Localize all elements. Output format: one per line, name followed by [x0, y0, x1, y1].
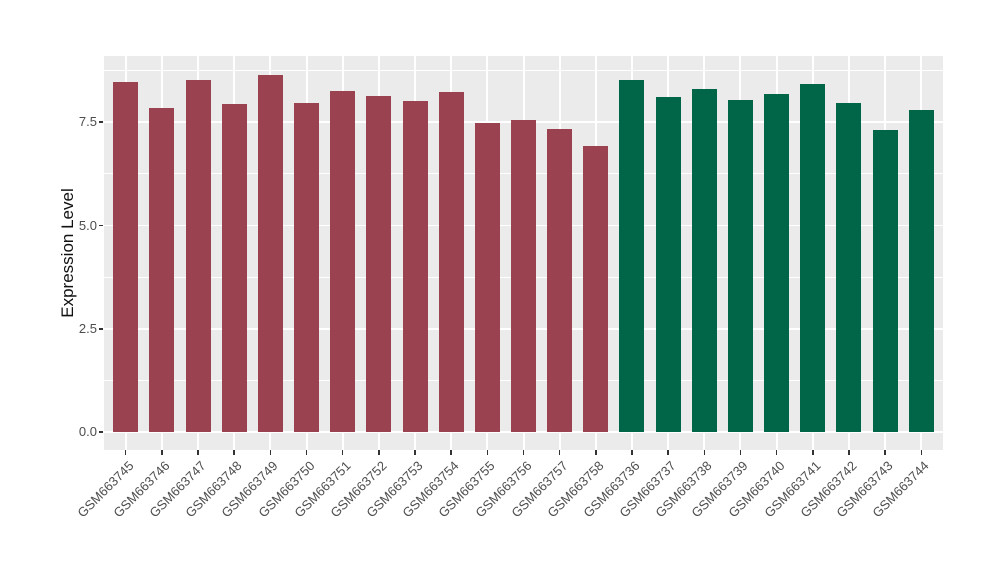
- x-tick-mark: [848, 450, 850, 455]
- bar-GSM663739: [727, 100, 753, 433]
- bar-GSM663745: [113, 81, 139, 433]
- y-axis-title: Expression Level: [58, 188, 77, 318]
- y-tick-label: 5.0: [78, 217, 97, 233]
- x-tick-mark: [812, 450, 814, 455]
- x-tick-mark: [305, 450, 308, 455]
- bar-GSM663757: [547, 128, 573, 433]
- major-gridline: [104, 431, 943, 434]
- bar-GSM663742: [836, 102, 862, 433]
- y-tick-mark: [99, 224, 103, 227]
- x-tick-mark: [884, 450, 886, 455]
- x-tick-mark: [631, 450, 633, 455]
- x-tick-mark: [233, 450, 235, 455]
- bar-GSM663758: [583, 145, 609, 433]
- bar-GSM663741: [800, 83, 826, 433]
- x-tick-mark: [450, 450, 452, 455]
- y-tick-label: 2.5: [78, 320, 97, 336]
- bar-GSM663751: [330, 90, 356, 433]
- y-tick-label: 0.0: [78, 424, 97, 440]
- bar-GSM663743: [872, 130, 898, 433]
- plot-panel: [104, 56, 943, 450]
- x-tick-mark: [739, 450, 742, 455]
- bar-GSM663740: [764, 93, 790, 433]
- bar-GSM663754: [438, 92, 464, 433]
- bar-GSM663737: [655, 96, 681, 433]
- bar-GSM663748: [221, 104, 247, 433]
- x-tick-mark: [703, 450, 706, 455]
- bar-GSM663736: [619, 79, 645, 433]
- bar-GSM663752: [366, 95, 392, 433]
- x-tick-mark: [269, 450, 272, 455]
- x-tick-mark: [197, 450, 199, 455]
- minor-gridline: [104, 69, 943, 71]
- x-tick-mark: [414, 450, 416, 455]
- bar-GSM663749: [257, 74, 283, 433]
- bar-GSM663738: [691, 89, 717, 433]
- y-tick-mark: [99, 121, 103, 123]
- x-tick-mark: [378, 450, 380, 455]
- x-tick-mark: [341, 450, 344, 455]
- y-tick-mark: [99, 431, 103, 434]
- x-tick-mark: [161, 450, 163, 455]
- bar-GSM663750: [294, 102, 320, 433]
- x-tick-mark: [486, 450, 489, 455]
- x-tick-mark: [124, 450, 127, 455]
- x-tick-mark: [558, 450, 561, 455]
- x-tick-mark: [595, 450, 597, 455]
- y-tick-label: 7.5: [78, 114, 97, 130]
- bar-GSM663744: [908, 109, 934, 433]
- x-tick-mark: [920, 450, 923, 455]
- bar-GSM663746: [149, 107, 175, 433]
- x-tick-mark: [667, 450, 669, 455]
- bar-GSM663747: [185, 79, 211, 433]
- y-tick-mark: [99, 328, 103, 330]
- bar-GSM663753: [402, 100, 428, 433]
- bar-GSM663755: [474, 122, 500, 433]
- x-tick-mark: [775, 450, 778, 455]
- bar-GSM663756: [511, 119, 536, 433]
- x-tick-mark: [522, 450, 525, 455]
